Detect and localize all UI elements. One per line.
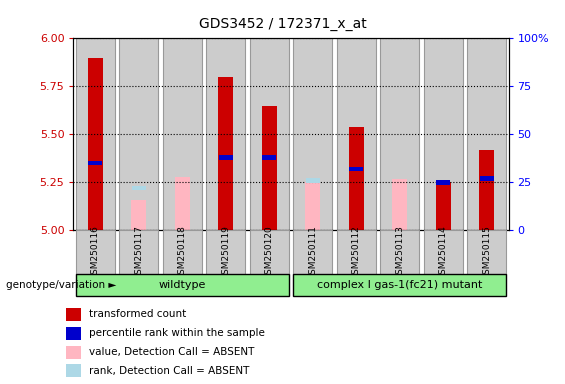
Bar — [467, 230, 506, 275]
Bar — [293, 230, 332, 275]
Bar — [337, 230, 376, 275]
Bar — [206, 230, 245, 275]
Bar — [349, 127, 364, 230]
Bar — [424, 38, 463, 230]
Bar — [250, 230, 289, 275]
Bar — [76, 274, 289, 296]
Bar — [349, 167, 363, 171]
Text: GSM250116: GSM250116 — [91, 225, 99, 280]
Bar — [67, 327, 81, 340]
Bar — [76, 38, 115, 230]
Bar — [132, 186, 146, 190]
Text: GSM250113: GSM250113 — [396, 225, 404, 280]
Bar — [67, 346, 81, 359]
Bar — [424, 230, 463, 275]
Bar — [206, 38, 245, 230]
Text: GSM250118: GSM250118 — [178, 225, 186, 280]
Bar — [436, 180, 450, 185]
Text: GSM250112: GSM250112 — [352, 225, 360, 280]
Bar — [76, 230, 115, 275]
Bar — [218, 77, 233, 230]
Bar — [262, 106, 277, 230]
Bar — [293, 274, 506, 296]
Bar — [392, 179, 407, 230]
Text: GDS3452 / 172371_x_at: GDS3452 / 172371_x_at — [199, 17, 366, 31]
Bar — [293, 38, 332, 230]
Bar — [436, 182, 451, 230]
Bar — [131, 200, 146, 230]
Bar — [250, 38, 289, 230]
Bar — [305, 182, 320, 230]
Bar — [67, 308, 81, 321]
Bar — [119, 38, 158, 230]
Bar — [337, 38, 376, 230]
Bar — [88, 161, 102, 166]
Bar — [380, 230, 419, 275]
Text: value, Detection Call = ABSENT: value, Detection Call = ABSENT — [89, 348, 254, 358]
Text: GSM250111: GSM250111 — [308, 225, 317, 280]
Bar — [119, 230, 158, 275]
Bar — [88, 58, 103, 230]
Text: transformed count: transformed count — [89, 310, 186, 319]
Bar — [163, 230, 202, 275]
Bar — [262, 155, 276, 160]
Text: GSM250117: GSM250117 — [134, 225, 143, 280]
Bar — [467, 38, 506, 230]
Bar — [163, 38, 202, 230]
Text: rank, Detection Call = ABSENT: rank, Detection Call = ABSENT — [89, 366, 249, 376]
Text: wildtype: wildtype — [159, 280, 206, 290]
Bar — [175, 177, 190, 230]
Text: GSM250115: GSM250115 — [483, 225, 491, 280]
Bar — [480, 177, 494, 181]
Bar — [219, 155, 233, 160]
Text: GSM250120: GSM250120 — [265, 225, 273, 280]
Bar — [479, 150, 494, 230]
Bar — [306, 178, 320, 183]
Text: complex I gas-1(fc21) mutant: complex I gas-1(fc21) mutant — [317, 280, 483, 290]
Bar — [67, 364, 81, 377]
Text: genotype/variation ►: genotype/variation ► — [6, 280, 116, 290]
Bar — [380, 38, 419, 230]
Text: GSM250114: GSM250114 — [439, 225, 447, 280]
Text: GSM250119: GSM250119 — [221, 225, 230, 280]
Text: percentile rank within the sample: percentile rank within the sample — [89, 328, 264, 338]
